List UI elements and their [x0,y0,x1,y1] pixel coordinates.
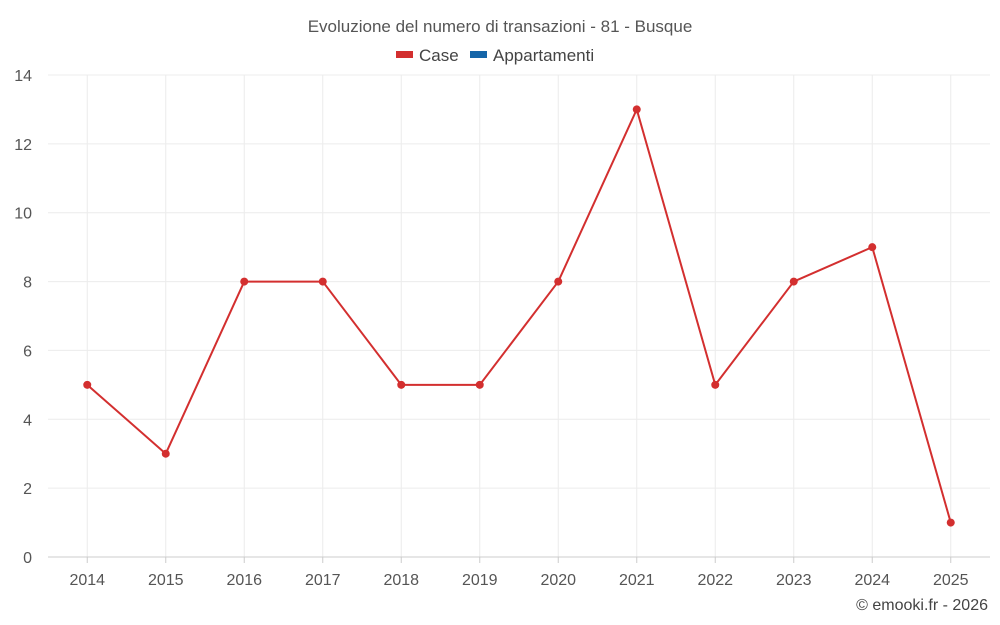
y-tick-label-2: 2 [23,481,32,498]
series-line-case [86,108,952,523]
x-tick-label-2020: 2020 [540,572,576,589]
x-tick-label-2014: 2014 [69,572,105,589]
y-tick-label-14: 14 [14,68,32,85]
data-point-case-2023[interactable] [789,277,798,286]
x-tick-label-2015: 2015 [148,572,184,589]
legend-label-appartamenti[interactable]: Appartamenti [493,46,594,65]
x-tick-label-2018: 2018 [383,572,419,589]
legend-swatch-appartamenti [470,51,487,58]
chart-title: Evoluzione del numero di transazioni - 8… [308,17,693,36]
series-group [83,105,955,527]
y-tick-label-0: 0 [23,550,32,567]
x-axis: 2014 2015 2016 2017 2018 2019 2020 2021 2022 2023… [48,556,990,589]
grid [48,74,990,558]
y-tick-label-10: 10 [14,206,32,223]
data-point-case-2020[interactable] [554,277,563,286]
data-point-case-2021[interactable] [632,105,641,114]
data-point-case-2024[interactable] [868,243,877,252]
data-point-case-2025[interactable] [946,518,955,527]
y-axis: 0 2 4 6 8 10 12 14 [14,68,32,567]
x-tick-label-2021: 2021 [619,572,655,589]
data-point-case-2014[interactable] [83,380,92,389]
legend-swatch-case [396,51,413,58]
data-point-case-2019[interactable] [475,380,484,389]
x-tick-label-2024: 2024 [854,572,890,589]
x-tick-label-2022: 2022 [697,572,733,589]
x-tick-label-2019: 2019 [462,572,498,589]
y-tick-label-8: 8 [23,275,32,292]
data-point-case-2017[interactable] [318,277,327,286]
data-point-case-2022[interactable] [711,380,720,389]
data-point-case-2016[interactable] [240,277,249,286]
legend-label-case[interactable]: Case [419,46,459,65]
legend: Case Appartamenti [396,46,594,65]
x-tick-label-2023: 2023 [776,572,812,589]
x-tick-label-2016: 2016 [226,572,262,589]
credit-text: © emooki.fr - 2026 [856,597,988,614]
y-tick-label-12: 12 [14,137,32,154]
x-tick-label-2017: 2017 [305,572,341,589]
data-point-case-2018[interactable] [397,380,406,389]
x-tick-label-2025: 2025 [933,572,969,589]
data-point-case-2015[interactable] [161,449,170,458]
y-tick-label-4: 4 [23,412,32,429]
y-tick-label-6: 6 [23,343,32,360]
